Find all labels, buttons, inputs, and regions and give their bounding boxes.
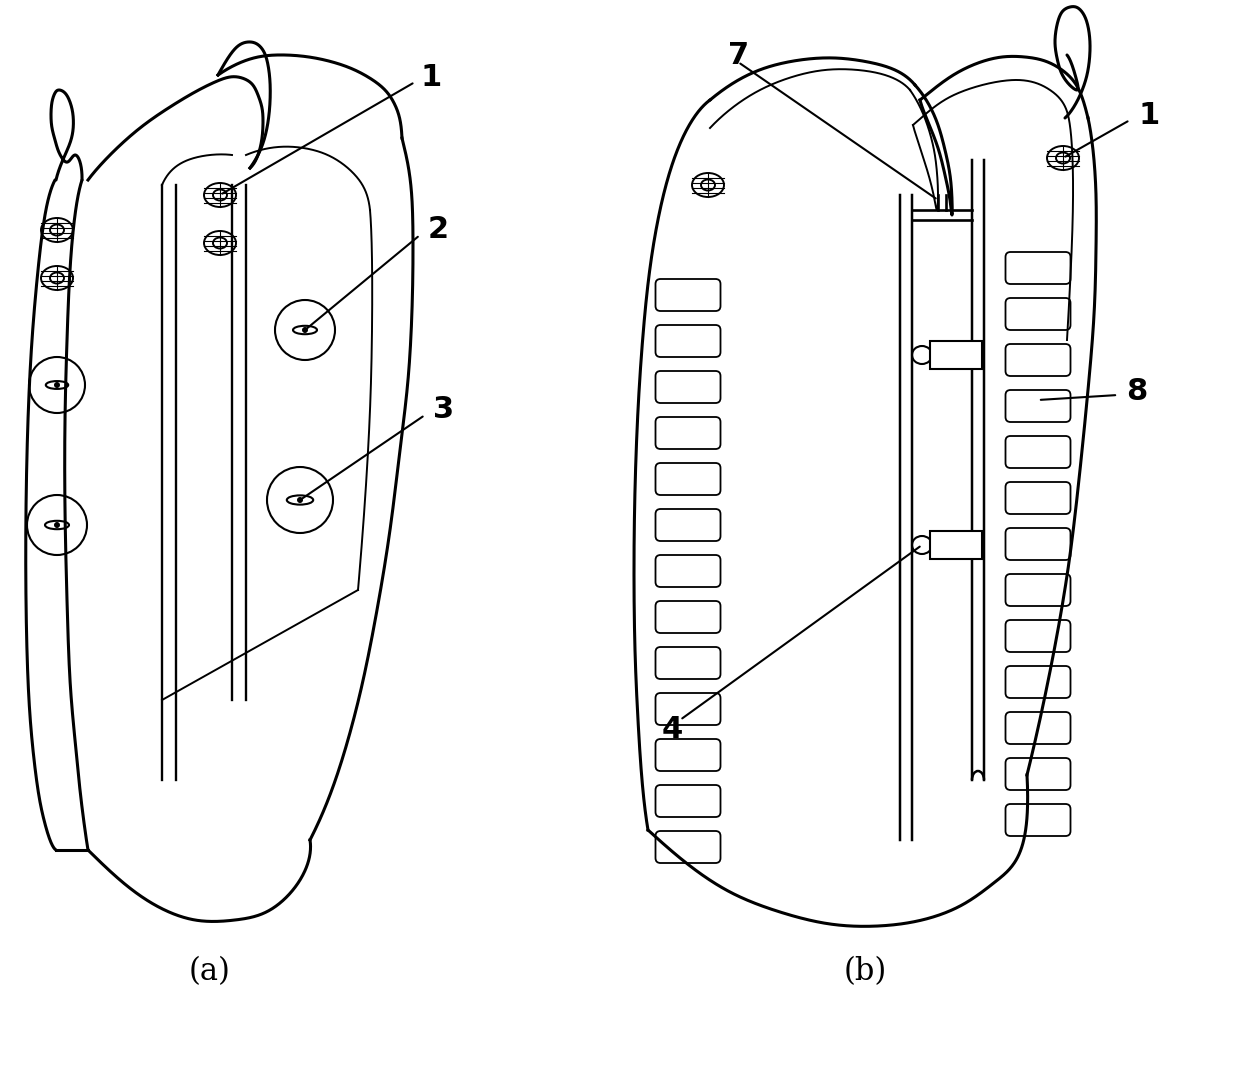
Text: (b): (b) (843, 956, 887, 987)
Circle shape (298, 497, 303, 503)
Text: 1: 1 (1138, 102, 1159, 130)
Bar (930, 531, 982, 559)
Circle shape (55, 522, 60, 528)
Bar (930, 341, 982, 369)
Text: 2: 2 (428, 216, 449, 245)
Circle shape (55, 382, 60, 388)
Circle shape (303, 327, 308, 334)
Text: (a): (a) (188, 956, 231, 987)
Text: 8: 8 (1126, 376, 1147, 405)
Text: 1: 1 (420, 63, 441, 93)
Text: 3: 3 (433, 396, 454, 424)
Text: 7: 7 (728, 42, 749, 71)
Text: 4: 4 (662, 715, 683, 744)
